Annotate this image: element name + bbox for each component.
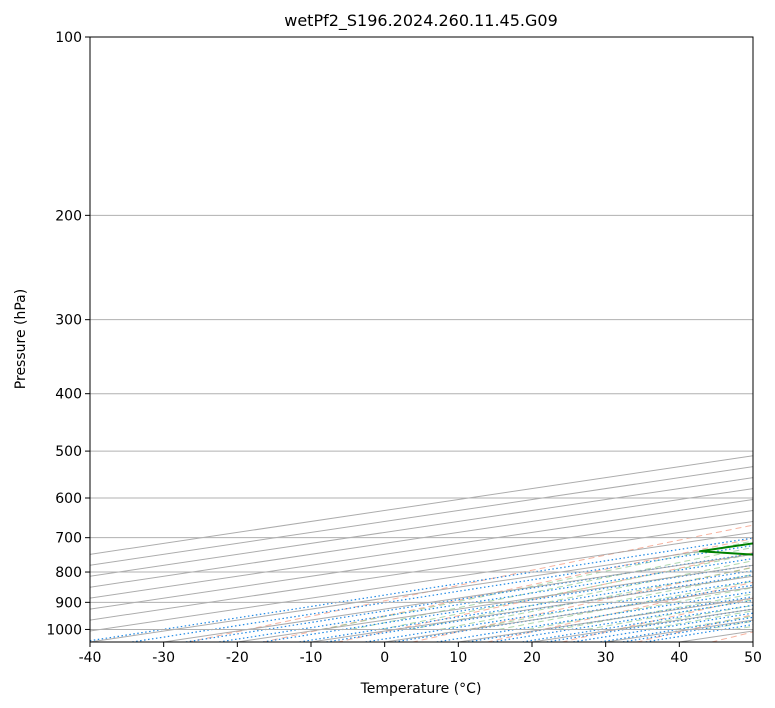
x-tick-label: -10	[300, 650, 323, 666]
x-tick-label: 10	[449, 650, 467, 666]
plot-area: 0.10.20.40.611.52346810131620253036-100-…	[90, 37, 753, 642]
pressure-gridlines	[90, 37, 753, 630]
x-tick-label: 0	[380, 650, 389, 666]
y-tick-label: 700	[55, 531, 82, 547]
mixing-ratio-line	[361, 580, 753, 642]
y-tick-label: 500	[55, 444, 82, 460]
moist-adiabat	[469, 573, 753, 630]
isotherm-line	[90, 477, 753, 577]
moist-adiabat	[498, 580, 753, 630]
isotherm-line	[90, 488, 753, 588]
y-axis-ticks: 100 200 300 400 500 600 700 800 900 1000	[46, 30, 90, 638]
isotherm-line	[90, 520, 753, 621]
moist-adiabats	[321, 540, 753, 630]
chart-title: wetPf2_S196.2024.260.11.45.G09	[284, 11, 558, 31]
y-tick-label: 800	[55, 565, 82, 581]
x-tick-label: 30	[597, 650, 615, 666]
y-tick-label: 400	[55, 387, 82, 403]
mixing-ratio-line	[90, 537, 753, 642]
x-tick-label: 40	[670, 650, 688, 666]
isotherm-line	[90, 499, 753, 599]
x-axis-label: Temperature (°C)	[360, 681, 482, 697]
y-tick-label: 200	[55, 208, 82, 224]
y-tick-label: 900	[55, 595, 82, 611]
y-tick-label: 300	[55, 313, 82, 329]
mixing-ratio-line	[215, 557, 753, 642]
isotherm-line	[90, 466, 753, 566]
y-tick-label: 100	[55, 30, 82, 46]
moist-adiabat	[410, 560, 753, 630]
y-axis-label: Pressure (hPa)	[13, 289, 29, 389]
isotherm-line	[90, 509, 753, 610]
x-tick-label: -30	[152, 650, 175, 666]
isotherm-line	[90, 531, 753, 632]
x-tick-label: -40	[79, 650, 102, 666]
y-tick-label: 1000	[46, 622, 82, 638]
isotherm-line	[90, 455, 753, 555]
x-tick-label: 50	[744, 650, 762, 666]
x-tick-label: -20	[226, 650, 249, 666]
mixing-ratio-line	[432, 591, 753, 642]
moist-adiabat	[380, 553, 753, 630]
x-tick-label: 20	[523, 650, 541, 666]
plot-frame	[89, 36, 754, 643]
x-axis-ticks: -40 -30 -20 -10 0 10 20 30 40 50	[79, 642, 762, 666]
y-tick-label: 600	[55, 491, 82, 507]
